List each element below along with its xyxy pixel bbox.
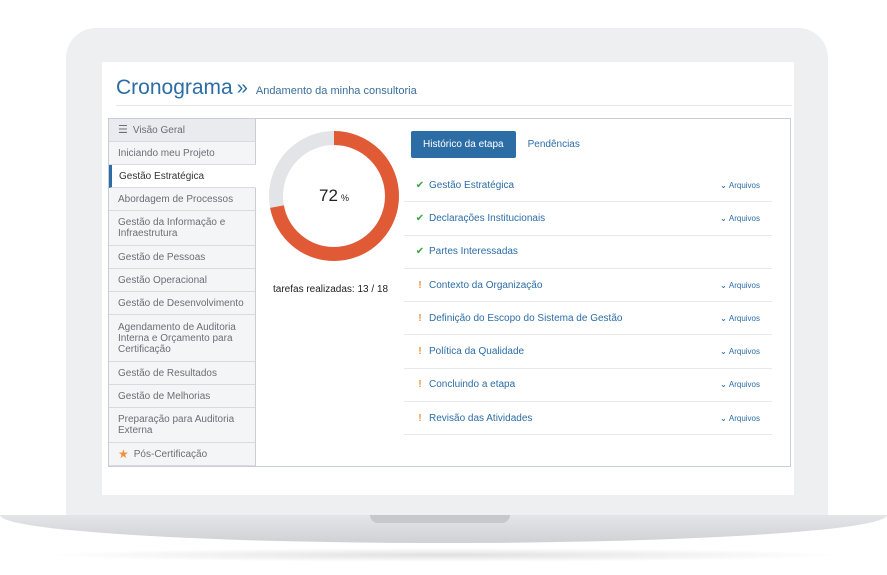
files-label: Arquivos (728, 180, 760, 190)
progress-donut: 72% (269, 131, 399, 261)
stage-label[interactable]: Revisão das Atividades (429, 412, 533, 424)
star-icon: ★ (118, 446, 129, 461)
files-label: Arquivos (728, 413, 760, 423)
sidebar-item-preparacao-auditoria[interactable]: Preparação para Auditoria Externa (109, 408, 256, 443)
files-label: Arquivos (728, 313, 760, 323)
progress-percent-value: 72 (319, 186, 338, 205)
chevron-down-icon: ⌄ (720, 413, 727, 423)
files-dropdown[interactable]: ⌄ Arquivos (720, 347, 760, 356)
progress-fill (269, 131, 399, 261)
sidebar-item-abordagem-processos[interactable]: Abordagem de Processos (109, 188, 256, 211)
laptop-notch (370, 515, 510, 523)
exclamation-icon: ! (418, 346, 422, 358)
sidebar-item-agendamento-auditoria[interactable]: Agendamento de Auditoria Interna e Orçam… (109, 315, 256, 362)
exclamation-icon: ! (418, 279, 422, 291)
sidebar-item-iniciando-projeto[interactable]: Iniciando meu Projeto (109, 142, 256, 165)
sidebar-item-label: Gestão de Resultados (118, 367, 217, 379)
sidebar-item-gestao-informacao[interactable]: Gestão da Informação e Infraestrutura (109, 211, 256, 246)
sidebar-item-label: Abordagem de Processos (118, 193, 234, 205)
exclamation-icon: ! (418, 379, 422, 391)
stage-row[interactable]: ✔ Gestão Estratégica ⌄ Arquivos (404, 169, 772, 203)
sidebar-item-label: Preparação para Auditoria Externa (118, 414, 235, 436)
tab-historico-etapa[interactable]: Histórico da etapa (411, 131, 516, 158)
tasks-completed: tarefas realizadas: 13 / 18 (273, 284, 389, 295)
files-label: Arquivos (728, 213, 760, 223)
sidebar-item-label: Gestão de Pessoas (118, 251, 206, 263)
stage-label[interactable]: Definição do Escopo do Sistema de Gestão (429, 312, 623, 324)
page-subtitle: Andamento da minha consultoria (255, 85, 417, 97)
files-label: Arquivos (728, 280, 760, 290)
sidebar-item-label: Visão Geral (132, 124, 185, 136)
sidebar-item-gestao-melhorias[interactable]: Gestão de Melhorias (109, 385, 256, 408)
files-label: Arquivos (728, 380, 760, 390)
sidebar-item-label: Gestão Operacional (118, 274, 207, 286)
files-dropdown[interactable]: ⌄ Arquivos (720, 414, 760, 423)
stage-row[interactable]: ! Contexto da Organização ⌄ Arquivos (404, 269, 772, 303)
page-title: Cronograma (116, 76, 233, 99)
sidebar: ☰ Visão Geral Iniciando meu Projeto Gest… (109, 119, 256, 466)
sidebar-item-label: Gestão da Informação e Infraestrutura (118, 217, 226, 239)
progress-donut-chart (269, 131, 399, 261)
stage-label[interactable]: Contexto da Organização (429, 279, 543, 291)
stage-label[interactable]: Política da Qualidade (429, 346, 525, 358)
sidebar-item-gestao-estrategica[interactable]: Gestão Estratégica (109, 165, 256, 188)
stage-label[interactable]: Partes Interessadas (429, 246, 518, 258)
page-header: Cronograma » Andamento da minha consulto… (116, 76, 792, 106)
stage-row[interactable]: ✔ Partes Interessadas (404, 236, 772, 269)
files-dropdown[interactable]: ⌄ Arquivos (720, 281, 760, 290)
exclamation-icon: ! (418, 312, 422, 324)
chevron-down-icon: ⌄ (720, 313, 727, 323)
sidebar-item-label: Iniciando meu Projeto (118, 147, 215, 159)
stage-label[interactable]: Concluindo a etapa (429, 379, 516, 391)
sidebar-item-label: Gestão de Melhorias (118, 390, 211, 402)
exclamation-icon: ! (418, 412, 422, 424)
laptop-screen: Cronograma » Andamento da minha consulto… (102, 62, 794, 495)
menu-icon: ☰ (118, 123, 128, 136)
sidebar-item-gestao-desenvolvimento[interactable]: Gestão de Desenvolvimento (109, 292, 256, 315)
sidebar-item-gestao-resultados[interactable]: Gestão de Resultados (109, 362, 256, 385)
sidebar-item-label: Agendamento de Auditoria Interna e Orçam… (118, 321, 236, 355)
stage-row[interactable]: ✔ Declarações Institucionais ⌄ Arquivos (404, 202, 772, 236)
files-dropdown[interactable]: ⌄ Arquivos (720, 214, 760, 223)
stage-label[interactable]: Declarações Institucionais (429, 212, 546, 224)
stage-row[interactable]: ! Definição do Escopo do Sistema de Gestã… (404, 302, 772, 336)
chevron-double-right-icon: » (236, 77, 248, 99)
progress-percent: 72% (269, 131, 399, 261)
check-icon: ✔ (415, 179, 425, 191)
files-label: Arquivos (728, 347, 760, 357)
sidebar-item-pos-certificacao[interactable]: ★ Pós-Certificação (109, 443, 256, 466)
sidebar-item-label: Pós-Certificação (133, 448, 208, 460)
chevron-down-icon: ⌄ (720, 380, 727, 390)
chevron-down-icon: ⌄ (720, 280, 727, 290)
stage-row[interactable]: ! Concluindo a etapa ⌄ Arquivos (404, 369, 772, 403)
stage-list: ✔ Gestão Estratégica ⌄ Arquivos ✔ Declarações… (404, 169, 772, 436)
sidebar-item-gestao-operacional[interactable]: Gestão Operacional (109, 269, 256, 292)
files-dropdown[interactable]: ⌄ Arquivos (720, 181, 760, 190)
chevron-down-icon: ⌄ (720, 347, 727, 357)
sidebar-item-label: Gestão de Desenvolvimento (118, 297, 244, 309)
content-panel: ☰ Visão Geral Iniciando meu Projeto Gest… (108, 118, 791, 467)
tab-pendencias[interactable]: Pendências (527, 139, 580, 150)
check-icon: ✔ (415, 246, 425, 258)
stage-label[interactable]: Gestão Estratégica (429, 179, 515, 191)
chevron-down-icon: ⌄ (720, 180, 727, 190)
stage-row[interactable]: ! Política da Qualidade ⌄ Arquivos (404, 335, 772, 369)
sidebar-item-label: Gestão Estratégica (119, 170, 205, 182)
files-dropdown[interactable]: ⌄ Arquivos (720, 314, 760, 323)
sidebar-item-gestao-pessoas[interactable]: Gestão de Pessoas (109, 246, 256, 269)
chevron-down-icon: ⌄ (720, 213, 727, 223)
sidebar-item-visao-geral[interactable]: ☰ Visão Geral (109, 119, 256, 142)
files-dropdown[interactable]: ⌄ Arquivos (720, 380, 760, 389)
progress-percent-unit: % (340, 192, 349, 203)
laptop-shadow (40, 548, 847, 562)
check-icon: ✔ (415, 212, 425, 224)
stage-tabs: Histórico da etapa Pendências (411, 131, 580, 158)
stage-row[interactable]: ! Revisão das Atividades ⌄ Arquivos (404, 402, 772, 436)
